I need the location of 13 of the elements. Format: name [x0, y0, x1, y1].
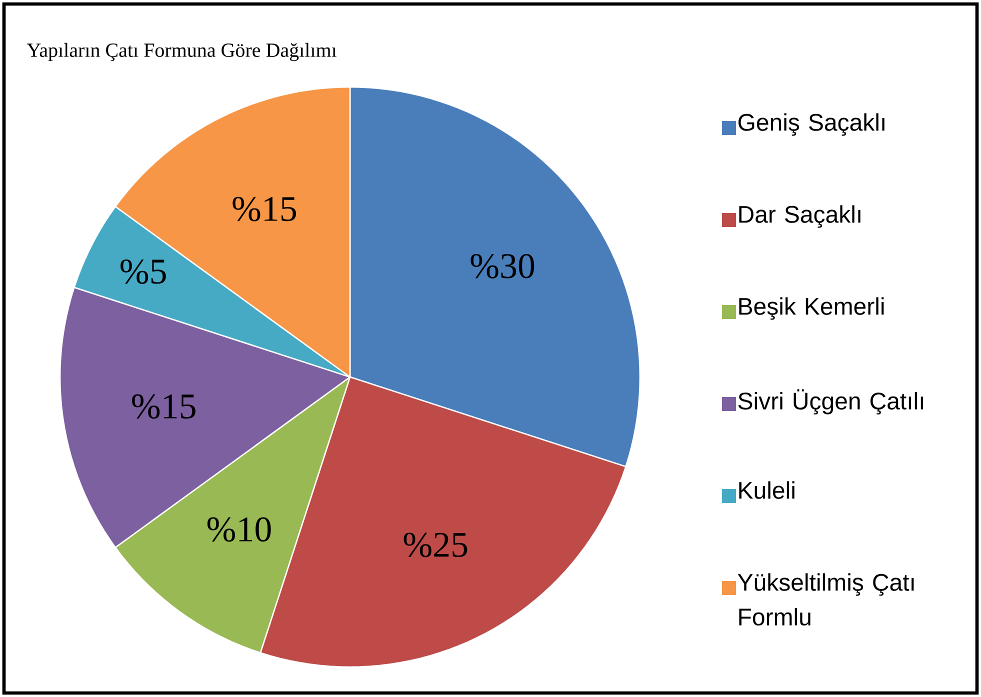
- legend-label: Sivri Üçgen Çatılı: [738, 389, 924, 414]
- data-label: %5: [120, 259, 166, 284]
- data-label: %25: [404, 532, 468, 558]
- data-label: %30: [470, 254, 534, 278]
- legend-label: Beşik Kemerli: [739, 297, 884, 320]
- data-label: %15: [132, 394, 196, 419]
- data-label: %15: [232, 196, 296, 222]
- legend-label: Geniş Saçaklı: [738, 113, 884, 136]
- legend-label: Kuleli: [739, 481, 794, 499]
- legend-label: Yükseltilmiş Çatı Formlu: [738, 573, 914, 626]
- chart-title: Yapıların Çatı Formuna Göre Dağılımı: [26, 42, 336, 62]
- data-label: %10: [207, 517, 271, 542]
- legend-label: Dar Saçaklı: [739, 205, 860, 228]
